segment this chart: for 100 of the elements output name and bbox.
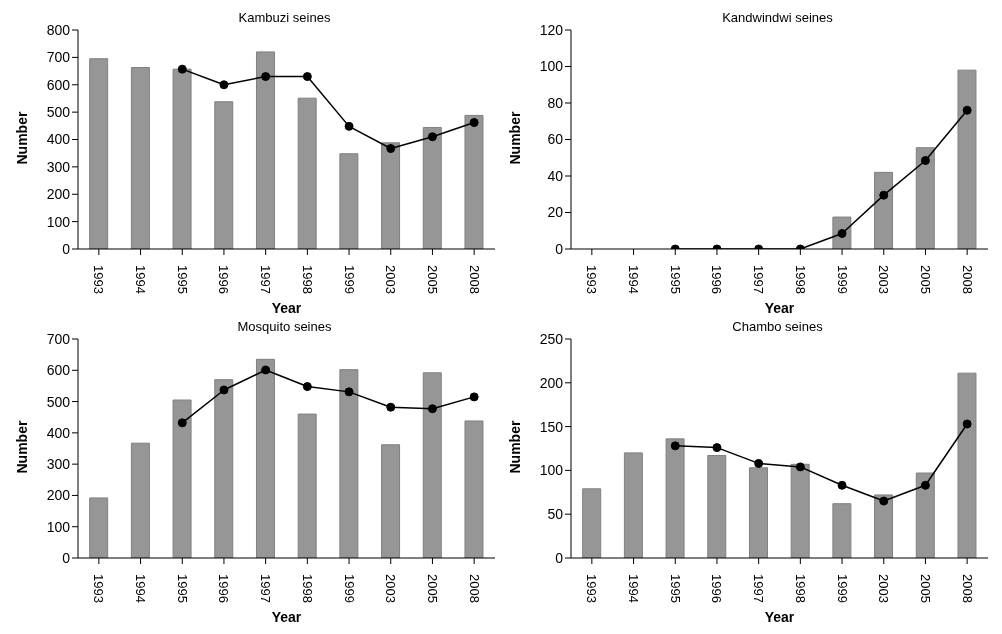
x-tick-label: 2003 xyxy=(383,574,399,603)
point xyxy=(302,382,312,392)
point xyxy=(837,480,847,490)
y-tick-label: 100 xyxy=(539,58,564,75)
point xyxy=(469,392,479,402)
point xyxy=(920,155,930,165)
x-tick-label: 2008 xyxy=(959,265,975,294)
bar xyxy=(707,455,727,558)
y-tick-label: 0 xyxy=(555,549,564,566)
y-tick-label: 60 xyxy=(547,131,564,148)
bar xyxy=(915,147,935,249)
y-tick-label: 120 xyxy=(539,21,564,38)
x-tick-label: 1994 xyxy=(626,265,642,294)
point xyxy=(962,419,972,429)
point xyxy=(427,404,437,414)
bar xyxy=(874,171,894,249)
x-axis-title: Year xyxy=(271,300,302,316)
chart-title: Kandwindwi seines xyxy=(722,10,833,25)
x-tick-label: 1998 xyxy=(792,265,808,294)
bar xyxy=(832,503,852,558)
x-tick-label: 2005 xyxy=(424,574,440,603)
y-tick-label: 200 xyxy=(46,487,71,504)
bar xyxy=(381,142,401,249)
chart-title: Chambo seines xyxy=(732,319,823,334)
y-tick-label: 0 xyxy=(62,240,71,257)
y-tick-label: 300 xyxy=(46,456,71,473)
x-tick-label: 2008 xyxy=(466,574,482,603)
bar xyxy=(464,114,484,249)
y-tick-label: 800 xyxy=(46,21,71,38)
x-tick-label: 1997 xyxy=(751,574,767,603)
point xyxy=(344,387,354,397)
x-tick-label: 1993 xyxy=(91,265,107,294)
x-tick-label: 1993 xyxy=(584,265,600,294)
x-tick-label: 1996 xyxy=(216,265,232,294)
x-tick-label: 1993 xyxy=(584,574,600,603)
x-tick-label: 1998 xyxy=(299,574,315,603)
bar xyxy=(790,463,810,558)
bar xyxy=(89,497,109,558)
x-tick-label: 1995 xyxy=(174,574,190,603)
x-tick-label: 1995 xyxy=(667,574,683,603)
point xyxy=(386,144,396,154)
y-tick-label: 20 xyxy=(547,204,564,221)
chart-title: Mosquito seines xyxy=(237,319,332,334)
bar xyxy=(297,413,317,558)
y-tick-label: 50 xyxy=(547,506,564,523)
y-tick-label: 150 xyxy=(539,418,564,435)
x-tick-label: 1998 xyxy=(299,265,315,294)
x-tick-label: 1993 xyxy=(91,574,107,603)
bar xyxy=(957,372,977,558)
x-tick-label: 1999 xyxy=(834,574,850,603)
point xyxy=(754,458,764,468)
bar xyxy=(582,488,602,558)
bar xyxy=(422,372,442,558)
bar xyxy=(381,444,401,558)
bar xyxy=(214,101,234,249)
x-axis-title: Year xyxy=(271,609,302,625)
point xyxy=(879,496,889,506)
y-tick-label: 500 xyxy=(46,104,71,121)
y-tick-label: 200 xyxy=(46,186,71,203)
y-axis-title: Number xyxy=(506,420,523,474)
bar xyxy=(339,153,359,249)
x-tick-label: 1999 xyxy=(834,265,850,294)
point xyxy=(712,443,722,453)
x-axis-title: Year xyxy=(764,300,795,316)
x-tick-label: 1997 xyxy=(751,265,767,294)
point xyxy=(177,418,187,428)
point xyxy=(386,402,396,412)
x-tick-label: 1999 xyxy=(341,574,357,603)
x-tick-label: 1996 xyxy=(216,574,232,603)
x-tick-label: 2005 xyxy=(917,265,933,294)
bar xyxy=(748,467,768,558)
x-tick-label: 2003 xyxy=(383,265,399,294)
x-tick-label: 2005 xyxy=(424,265,440,294)
bar xyxy=(130,67,150,249)
bar xyxy=(130,442,150,558)
y-tick-label: 100 xyxy=(46,213,71,230)
y-tick-label: 200 xyxy=(539,374,564,391)
bar xyxy=(89,58,109,249)
y-tick-label: 600 xyxy=(46,76,71,93)
x-tick-label: 1998 xyxy=(792,574,808,603)
x-tick-label: 2003 xyxy=(876,265,892,294)
point xyxy=(670,441,680,451)
y-tick-label: 700 xyxy=(46,330,71,347)
bar xyxy=(957,69,977,249)
y-tick-label: 250 xyxy=(539,330,564,347)
y-axis-title: Number xyxy=(506,111,523,165)
y-axis-title: Number xyxy=(13,420,30,474)
bar xyxy=(172,399,192,558)
x-tick-label: 1995 xyxy=(667,265,683,294)
bar xyxy=(297,97,317,249)
point xyxy=(962,105,972,115)
x-tick-label: 1996 xyxy=(709,574,725,603)
bar xyxy=(665,438,685,558)
point xyxy=(920,480,930,490)
bar xyxy=(874,494,894,558)
bar xyxy=(422,126,442,249)
y-tick-label: 80 xyxy=(547,94,564,111)
y-axis-title: Number xyxy=(13,111,30,165)
y-tick-label: 100 xyxy=(539,462,564,479)
x-tick-label: 2008 xyxy=(959,574,975,603)
